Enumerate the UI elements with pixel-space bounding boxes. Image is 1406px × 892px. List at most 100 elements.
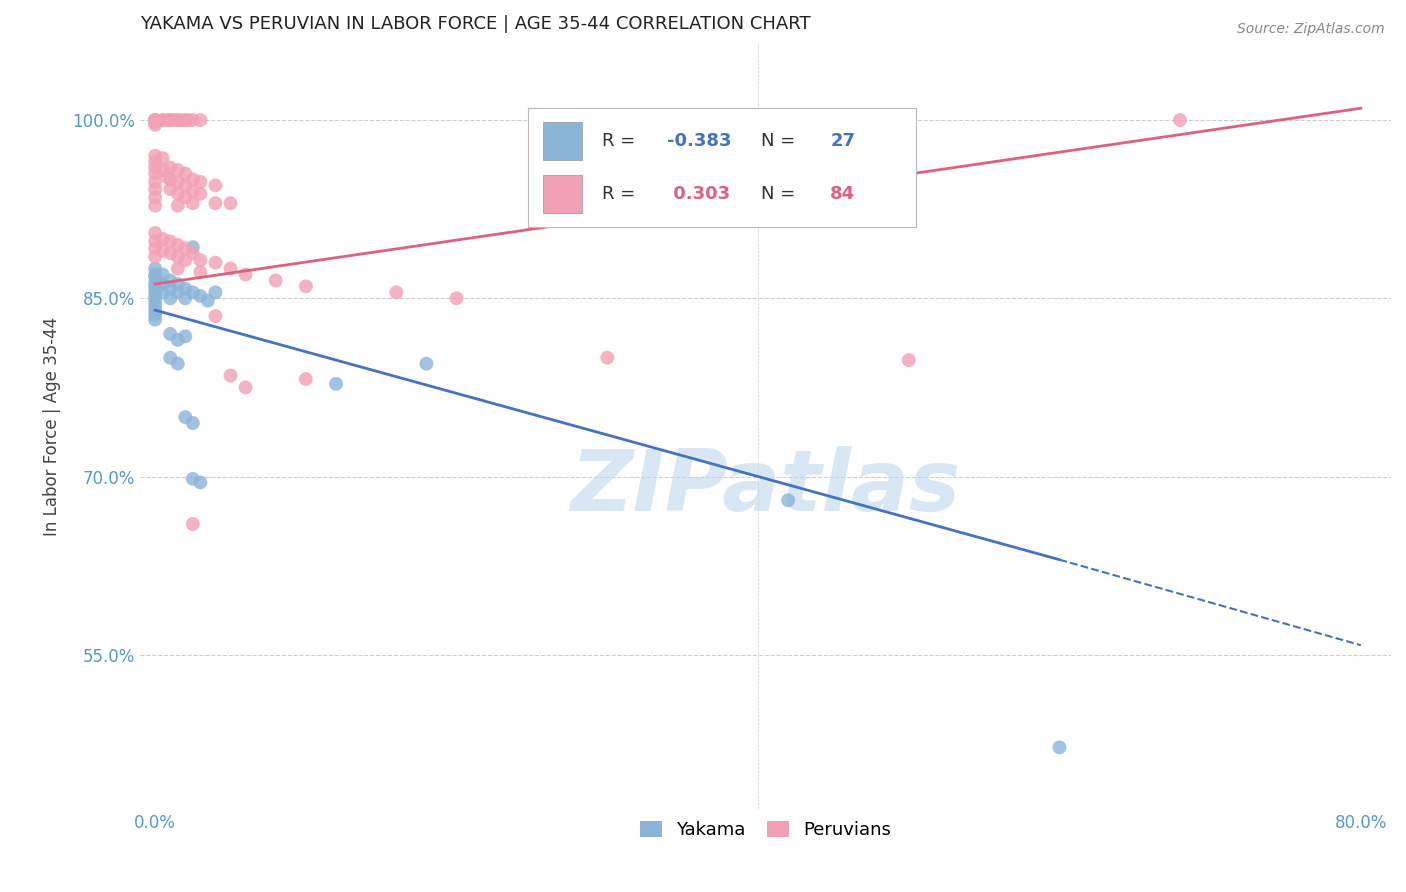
Point xyxy=(159,113,181,128)
Point xyxy=(219,196,242,211)
Point xyxy=(143,261,166,276)
Point xyxy=(219,261,242,276)
Point xyxy=(152,268,174,282)
Point xyxy=(778,493,800,508)
Point xyxy=(143,308,166,322)
Point xyxy=(143,113,166,128)
Point xyxy=(152,151,174,165)
Point xyxy=(295,372,318,386)
Point xyxy=(181,196,204,211)
Point xyxy=(174,282,197,296)
Point xyxy=(181,246,204,260)
Point xyxy=(204,178,226,193)
Point xyxy=(172,113,194,128)
Point xyxy=(143,234,166,248)
Point xyxy=(143,113,166,128)
Point xyxy=(143,303,166,318)
Point xyxy=(143,161,166,175)
Legend: Yakama, Peruvians: Yakama, Peruvians xyxy=(633,814,898,847)
Text: ZIPatlas: ZIPatlas xyxy=(571,446,960,529)
Point xyxy=(143,276,166,290)
Point xyxy=(181,185,204,199)
Point xyxy=(190,113,212,128)
Point xyxy=(159,161,181,175)
Point xyxy=(166,250,188,264)
Point xyxy=(204,285,226,300)
Point xyxy=(235,268,257,282)
Point xyxy=(166,113,188,128)
Point xyxy=(152,285,174,300)
Point xyxy=(143,175,166,189)
Point xyxy=(174,178,197,193)
Point xyxy=(181,472,204,486)
Point xyxy=(190,265,212,279)
Point xyxy=(166,285,188,300)
Point xyxy=(143,154,166,169)
Point xyxy=(325,376,347,391)
Point xyxy=(143,279,166,293)
Point xyxy=(143,293,166,308)
Point xyxy=(159,172,181,186)
Point xyxy=(204,255,226,269)
Point xyxy=(166,333,188,347)
Point xyxy=(197,293,219,308)
Point xyxy=(264,273,287,287)
Point xyxy=(159,113,181,128)
Point xyxy=(166,357,188,371)
Point xyxy=(181,113,204,128)
Point xyxy=(159,246,181,260)
Point xyxy=(190,186,212,201)
Point xyxy=(162,113,184,128)
Point xyxy=(159,326,181,341)
Point xyxy=(143,241,166,255)
Point xyxy=(174,410,197,425)
Point xyxy=(159,182,181,196)
Point xyxy=(415,357,437,371)
Point xyxy=(159,282,181,296)
Point xyxy=(159,351,181,365)
Point xyxy=(166,237,188,252)
Point xyxy=(174,167,197,181)
Point xyxy=(143,113,166,128)
Point xyxy=(143,113,166,128)
Point xyxy=(235,380,257,394)
Point xyxy=(174,241,197,255)
Point xyxy=(152,113,174,128)
Point xyxy=(204,309,226,323)
Point xyxy=(897,353,920,368)
Point xyxy=(143,250,166,264)
Point xyxy=(204,196,226,211)
Point xyxy=(156,113,179,128)
Point xyxy=(1049,740,1071,755)
Point xyxy=(446,291,468,305)
Point xyxy=(174,329,197,343)
Point xyxy=(596,351,619,365)
Point xyxy=(143,226,166,240)
Point xyxy=(174,253,197,268)
Point xyxy=(152,277,174,291)
Point xyxy=(190,475,212,490)
Point xyxy=(190,175,212,189)
Point xyxy=(143,289,166,303)
Point xyxy=(143,199,166,213)
Point xyxy=(143,149,166,163)
Point xyxy=(181,172,204,186)
Point xyxy=(159,273,181,287)
Point xyxy=(219,368,242,383)
Point xyxy=(159,234,181,248)
Point xyxy=(166,163,188,178)
Point xyxy=(143,269,166,284)
Point xyxy=(174,291,197,305)
Point xyxy=(152,232,174,246)
Point xyxy=(143,113,166,128)
Point xyxy=(143,115,166,129)
Point xyxy=(166,186,188,201)
Point xyxy=(152,113,174,128)
Point xyxy=(295,279,318,293)
Point xyxy=(166,277,188,291)
Point xyxy=(143,268,166,282)
Point xyxy=(143,298,166,312)
Text: Source: ZipAtlas.com: Source: ZipAtlas.com xyxy=(1237,22,1385,37)
Point xyxy=(177,113,200,128)
Point xyxy=(166,261,188,276)
